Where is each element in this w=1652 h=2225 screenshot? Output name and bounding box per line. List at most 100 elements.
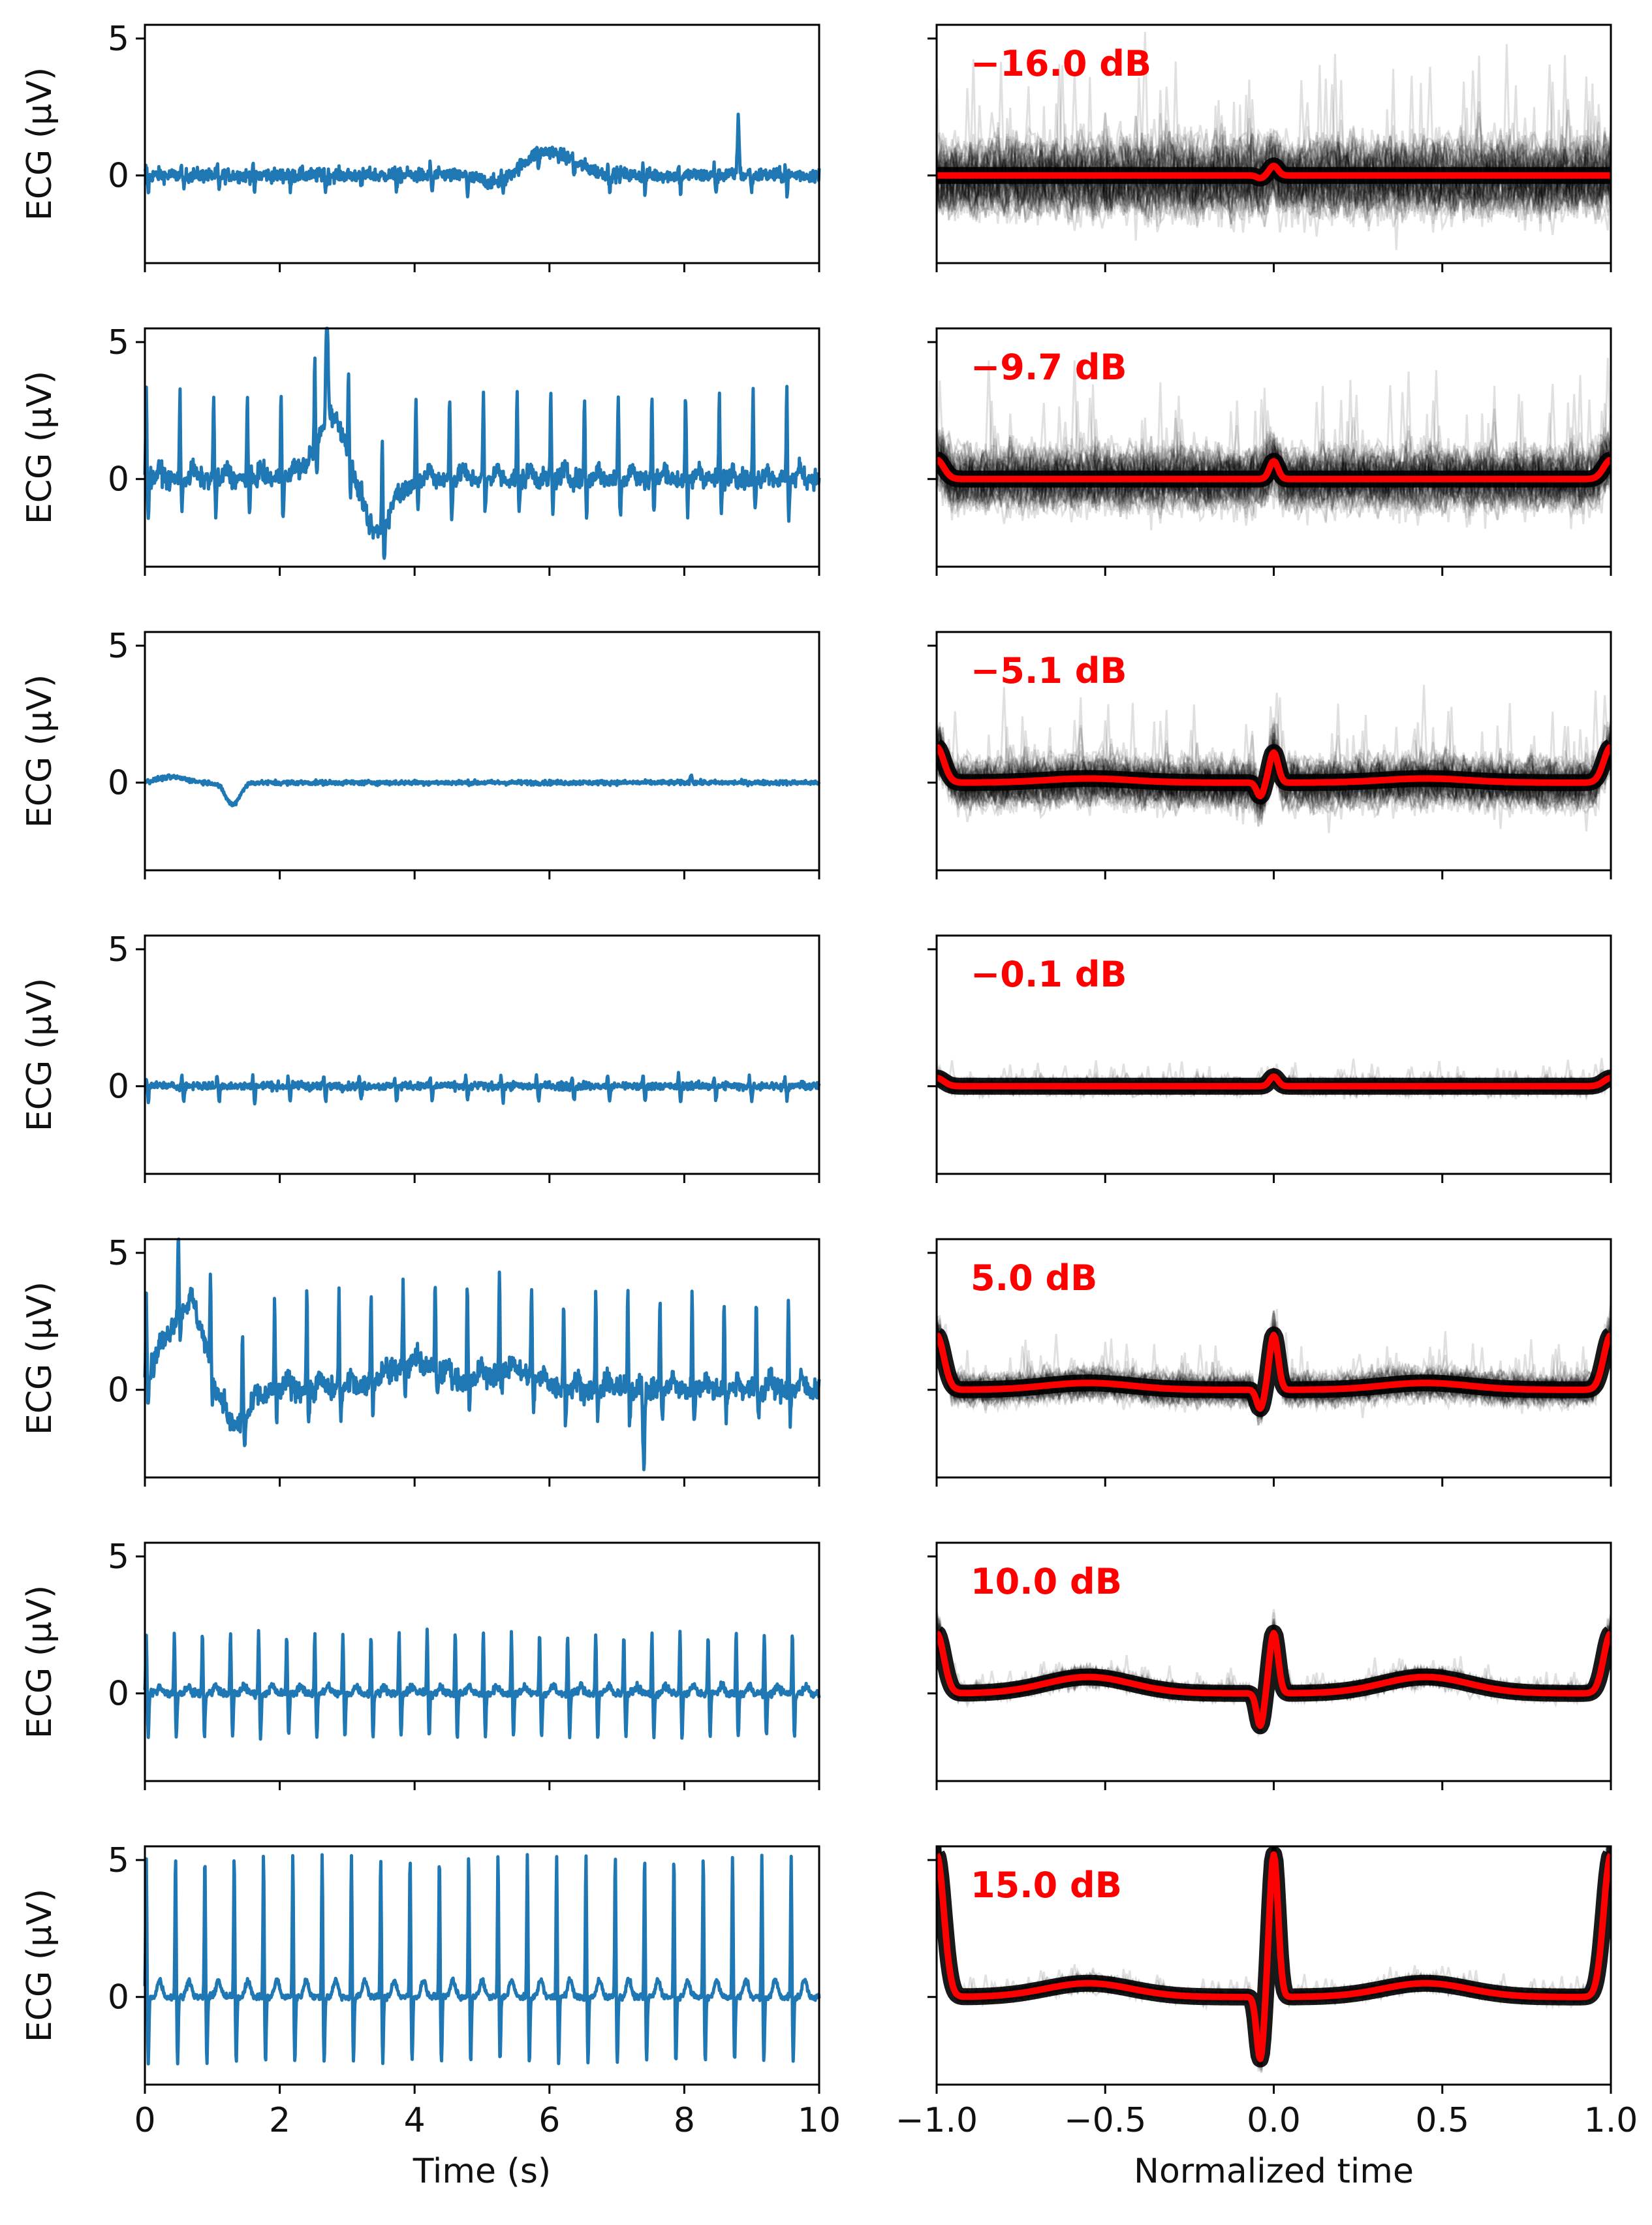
ecg-signal-line — [144, 1071, 821, 1106]
left-x-axis-label: Time (s) — [413, 2152, 551, 2191]
mean-template-line — [937, 1630, 1611, 1729]
ecg-panel-left: 0 5 ECG (μV) — [20, 323, 821, 576]
x-tick-label: −0.5 — [1064, 2101, 1146, 2140]
x-tick-label: −1.0 — [896, 2101, 978, 2140]
ecg-panel-left: 0 5 ECG (μV) — [20, 627, 821, 879]
beat-trace — [937, 721, 1611, 791]
beat-trace — [937, 720, 1611, 796]
ecg-panel-left: 0 5 ECG (μV) — [20, 930, 821, 1183]
x-tick-label: 2 — [269, 2101, 290, 2140]
beat-traces — [937, 1289, 1611, 1427]
y-tick-label: 0 — [108, 1067, 129, 1107]
ecg-panel-left: 0 5 ECG (μV) — [20, 20, 821, 272]
plot-frame — [144, 1845, 820, 2086]
x-tick-label: 6 — [538, 2101, 560, 2140]
x-tick-label: 10 — [798, 2101, 841, 2140]
template-panel-right: −5.1 dB — [927, 631, 1612, 879]
template-panel-right: −16.0 dB — [927, 24, 1612, 272]
ecg-signal-line — [143, 1237, 821, 1472]
plot-frame — [144, 1541, 820, 1782]
x-tick-label: 0.0 — [1247, 2101, 1301, 2140]
template-panel-right: −1.0 −0.5 0.0 0.5 1.0 15.0 dB — [896, 1845, 1638, 2140]
plot-frame — [144, 327, 820, 568]
y-tick-label: 5 — [108, 627, 129, 666]
beat-traces — [937, 1846, 1611, 2074]
y-tick-label: 0 — [108, 157, 129, 196]
snr-label: −0.1 dB — [971, 954, 1127, 995]
x-tick-label: 0.5 — [1415, 2101, 1469, 2140]
beat-trace — [937, 118, 1611, 251]
beat-trace — [937, 108, 1611, 233]
beat-trace — [937, 458, 1611, 528]
beat-trace — [937, 415, 1611, 524]
beat-traces — [937, 31, 1611, 251]
y-axis-label: ECG (μV) — [20, 978, 59, 1131]
beat-trace — [937, 123, 1611, 200]
beat-trace — [937, 384, 1611, 493]
mean-template-line — [937, 744, 1611, 800]
mean-template-line — [937, 1073, 1611, 1090]
panels: 0 5 ECG (μV) −16.0 dB 0 5 ECG (μV) −9.7 dB 0 5 ECG… — [20, 20, 1638, 2140]
beat-trace — [937, 394, 1611, 500]
ecg-panel-left: 0 5 0 2 4 6 8 10 ECG (μV) — [20, 1841, 841, 2140]
y-axis-label: ECG (μV) — [20, 1282, 59, 1435]
snr-label: 5.0 dB — [971, 1257, 1097, 1299]
beat-trace — [937, 742, 1611, 813]
template-panel-right: −9.7 dB — [927, 327, 1612, 576]
snr-label: 15.0 dB — [971, 1865, 1122, 1906]
y-tick-label: 5 — [108, 20, 129, 59]
beat-trace — [937, 150, 1611, 227]
plot-frame — [144, 631, 820, 872]
beat-trace — [937, 370, 1611, 494]
beat-trace — [937, 31, 1611, 188]
snr-label: −5.1 dB — [971, 650, 1127, 691]
ecg-signal-line — [143, 112, 821, 199]
mean-template-line — [937, 163, 1611, 181]
template-panel-right: −0.1 dB — [927, 934, 1612, 1183]
ecg-signal-line — [143, 1627, 821, 1741]
beat-trace — [937, 360, 1611, 491]
beat-traces — [937, 1058, 1611, 1101]
template-panel-right: 10.0 dB — [927, 1541, 1612, 1790]
y-tick-label: 0 — [108, 1675, 129, 1714]
beat-trace — [937, 104, 1611, 227]
beat-trace — [937, 695, 1611, 798]
x-tick-label: 1.0 — [1584, 2101, 1638, 2140]
right-x-axis-label: Normalized time — [1134, 2152, 1414, 2191]
beat-traces — [937, 1609, 1611, 1738]
beat-trace — [937, 1314, 1611, 1415]
beat-trace — [937, 67, 1611, 194]
plot-frame — [144, 1238, 820, 1479]
beat-trace — [937, 83, 1611, 232]
snr-label: 10.0 dB — [971, 1561, 1122, 1602]
plot-frame — [144, 24, 820, 264]
snr-label: −16.0 dB — [971, 43, 1151, 84]
mean-template-line — [937, 1851, 1611, 2062]
x-tick-label: 8 — [674, 2101, 695, 2140]
beat-trace — [937, 125, 1611, 229]
beat-trace — [937, 61, 1611, 208]
y-axis-label: ECG (μV) — [20, 67, 59, 221]
y-axis-label: ECG (μV) — [20, 1585, 59, 1739]
beat-trace — [937, 417, 1611, 495]
beat-trace — [937, 106, 1611, 227]
ecg-panel-left: 0 5 ECG (μV) — [20, 1234, 821, 1487]
ecg-panel-left: 0 5 ECG (μV) — [20, 1538, 821, 1790]
y-axis-label: ECG (μV) — [20, 1889, 59, 2042]
y-tick-label: 5 — [108, 930, 129, 970]
beat-trace — [937, 420, 1611, 523]
mean-template-line — [937, 456, 1611, 482]
ecg-signal-line — [143, 326, 821, 560]
x-tick-label: 0 — [134, 2101, 155, 2140]
y-tick-label: 5 — [108, 1234, 129, 1273]
beat-traces — [937, 684, 1611, 834]
ecg-signal-line — [143, 1853, 821, 2066]
beat-trace — [937, 101, 1611, 232]
beat-trace — [937, 44, 1611, 193]
beat-traces — [937, 358, 1611, 531]
plot-frame — [144, 934, 820, 1175]
y-axis-label: ECG (μV) — [20, 674, 59, 828]
mean-template-line — [937, 1331, 1611, 1412]
template-panel-right: 5.0 dB — [927, 1238, 1612, 1487]
